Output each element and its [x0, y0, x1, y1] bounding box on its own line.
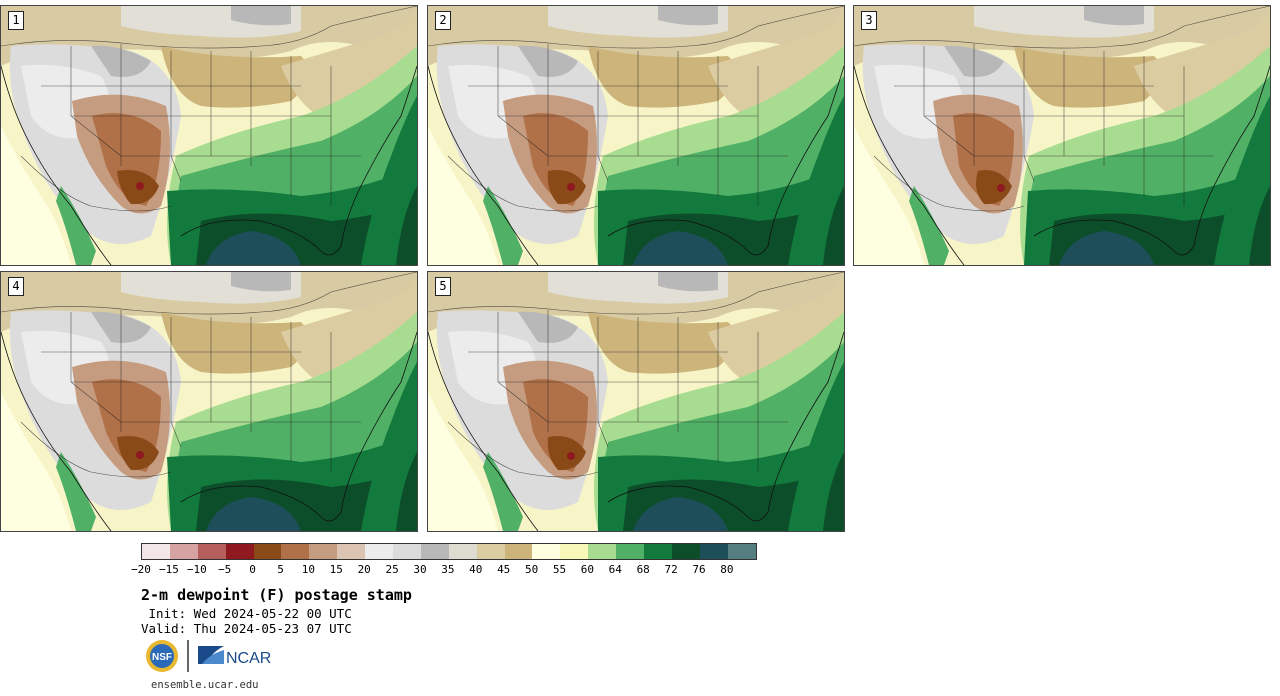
colorbar-swatch	[253, 544, 282, 559]
member-number-label: 5	[435, 277, 451, 296]
dewpoint-map-icon	[854, 6, 1270, 265]
init-time: Init: Wed 2024-05-22 00 UTC	[141, 606, 352, 621]
logos: NSF NCAR	[144, 638, 274, 674]
ensemble-member-map: 2	[427, 5, 845, 266]
colorbar-tick-label: 60	[580, 563, 595, 576]
figure-title: 2-m dewpoint (F) postage stamp	[141, 586, 412, 604]
colorbar-swatch	[476, 544, 505, 559]
colorbar-swatch	[671, 544, 700, 559]
colorbar-swatch	[532, 544, 561, 559]
colorbar-swatch	[699, 544, 728, 559]
valid-time: Valid: Thu 2024-05-23 07 UTC	[141, 621, 352, 636]
ncar-logo-icon: NCAR	[198, 646, 271, 667]
member-number-label: 1	[8, 11, 24, 30]
ensemble-member-map: 4	[0, 271, 418, 532]
dewpoint-map-icon	[428, 6, 844, 265]
colorbar-swatch	[504, 544, 533, 559]
member-number-label: 4	[8, 277, 24, 296]
dewpoint-map-icon	[1, 6, 417, 265]
ensemble-member-map: 3	[853, 5, 1271, 266]
colorbar-swatch	[365, 544, 394, 559]
colorbar	[141, 543, 757, 560]
colorbar-swatch	[616, 544, 645, 559]
colorbar-tick-label: 64	[608, 563, 622, 576]
colorbar-tick-label: −15	[158, 563, 179, 576]
colorbar-swatch	[588, 544, 617, 559]
colorbar-swatch	[197, 544, 226, 559]
colorbar-tick-label: 35	[441, 563, 455, 576]
member-number-label: 3	[861, 11, 877, 30]
member-number-label: 2	[435, 11, 451, 30]
colorbar-swatch	[448, 544, 477, 559]
colorbar-tick-label: −10	[186, 563, 207, 576]
colorbar-tick-label: 40	[469, 563, 483, 576]
colorbar-swatch	[393, 544, 421, 559]
colorbar-tick-label: 30	[413, 563, 427, 576]
ncar-logo-text: NCAR	[226, 650, 271, 667]
colorbar-tick-label: 10	[301, 563, 316, 576]
colorbar-tick-label: −5	[218, 563, 232, 576]
colorbar-swatch	[169, 544, 198, 559]
colorbar-swatch	[142, 544, 170, 559]
colorbar-tick-label: 50	[524, 563, 539, 576]
colorbar-swatch	[560, 544, 589, 559]
colorbar-tick-label: 55	[552, 563, 567, 576]
colorbar-tick-label: 68	[636, 563, 650, 576]
colorbar-tick-label: 80	[720, 563, 734, 576]
colorbar-tick-label: 76	[692, 563, 706, 576]
colorbar-tick-label: 15	[329, 563, 343, 576]
colorbar-tick-label: 0	[249, 563, 256, 576]
colorbar-swatch	[337, 544, 366, 559]
colorbar-swatch	[281, 544, 310, 559]
nsf-logo-icon: NSF	[146, 640, 178, 672]
colorbar-tick-label: 5	[277, 563, 284, 576]
dewpoint-map-icon	[1, 272, 417, 531]
colorbar-tick-label: 72	[664, 563, 678, 576]
website-url: ensemble.ucar.edu	[151, 679, 259, 691]
colorbar-swatch	[727, 544, 756, 559]
dewpoint-map-icon	[428, 272, 844, 531]
colorbar-swatch	[644, 544, 672, 559]
colorbar-tick-label: −20	[131, 563, 151, 576]
colorbar-tick-label: 20	[357, 563, 371, 576]
colorbar-tick-label: 45	[497, 563, 511, 576]
colorbar-swatch	[225, 544, 254, 559]
ensemble-member-map: 5	[427, 271, 845, 532]
ensemble-member-map: 1	[0, 5, 418, 266]
colorbar-swatch	[309, 544, 338, 559]
colorbar-tick-label: 25	[385, 563, 399, 576]
colorbar-swatch	[420, 544, 449, 559]
nsf-logo-text: NSF	[152, 652, 172, 663]
